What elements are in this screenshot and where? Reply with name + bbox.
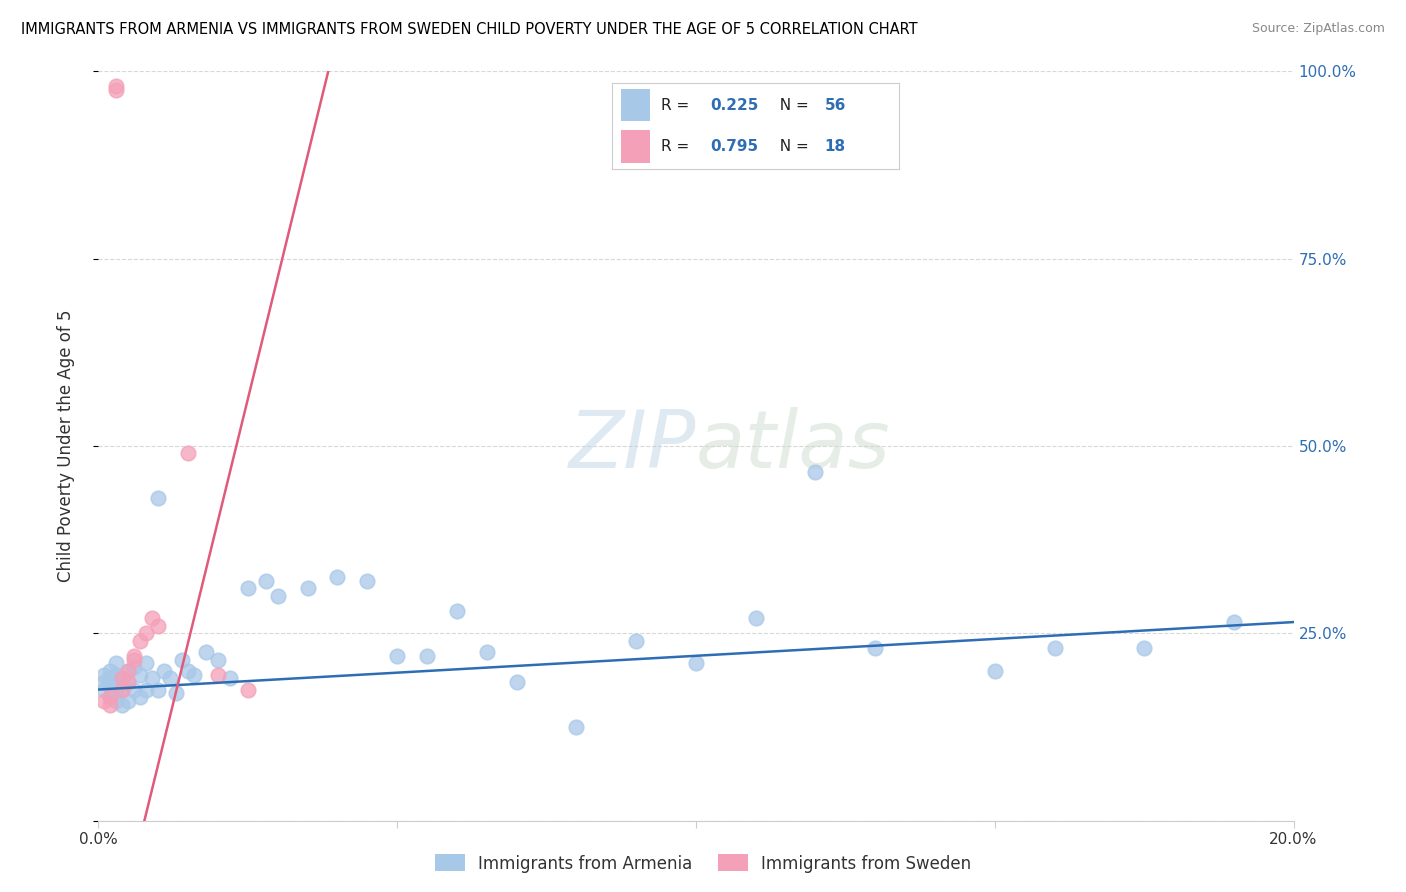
Point xyxy=(1223,615,1246,629)
Point xyxy=(124,682,146,697)
Point xyxy=(105,83,128,97)
Text: ZIP: ZIP xyxy=(568,407,696,485)
Point xyxy=(804,465,827,479)
Point xyxy=(236,582,259,596)
Point xyxy=(177,446,200,460)
Point xyxy=(267,589,290,603)
Point xyxy=(129,667,152,681)
Point xyxy=(416,648,439,663)
Point xyxy=(93,694,115,708)
Point xyxy=(626,633,648,648)
Point xyxy=(98,679,122,693)
Point xyxy=(219,671,242,685)
Point xyxy=(111,682,134,697)
Point xyxy=(356,574,378,588)
Legend: Immigrants from Armenia, Immigrants from Sweden: Immigrants from Armenia, Immigrants from… xyxy=(429,847,977,880)
Point xyxy=(165,686,187,700)
Point xyxy=(506,675,529,690)
Point xyxy=(207,667,229,681)
Point xyxy=(117,664,139,678)
Point xyxy=(141,671,163,685)
Point xyxy=(1043,641,1066,656)
Point xyxy=(111,671,134,685)
Point xyxy=(177,664,200,678)
Point xyxy=(865,641,887,656)
Point xyxy=(129,633,152,648)
Text: atlas: atlas xyxy=(696,407,891,485)
Point xyxy=(141,611,163,625)
Point xyxy=(685,657,707,671)
Point xyxy=(111,682,134,697)
Point xyxy=(159,671,181,685)
Point xyxy=(124,652,146,666)
Point xyxy=(117,664,139,678)
Point xyxy=(117,675,139,690)
Point xyxy=(105,694,128,708)
Point xyxy=(98,671,122,685)
Point xyxy=(1133,641,1156,656)
Point xyxy=(124,660,146,674)
Point xyxy=(105,682,128,697)
Text: IMMIGRANTS FROM ARMENIA VS IMMIGRANTS FROM SWEDEN CHILD POVERTY UNDER THE AGE OF: IMMIGRANTS FROM ARMENIA VS IMMIGRANTS FR… xyxy=(21,22,918,37)
Point xyxy=(93,682,115,697)
Point xyxy=(254,574,277,588)
Point xyxy=(117,675,139,690)
Point xyxy=(129,690,152,704)
Point xyxy=(183,667,205,681)
Point xyxy=(105,657,128,671)
Point xyxy=(93,667,115,681)
Point xyxy=(446,604,468,618)
Point xyxy=(135,657,157,671)
Point xyxy=(105,79,128,94)
Point xyxy=(124,648,146,663)
Point xyxy=(236,682,259,697)
Point xyxy=(98,690,122,704)
Point xyxy=(105,667,128,681)
Point xyxy=(148,619,170,633)
Point xyxy=(135,626,157,640)
Point xyxy=(475,645,498,659)
Point xyxy=(111,671,134,685)
Point xyxy=(207,652,229,666)
Point xyxy=(565,720,588,734)
Point xyxy=(93,675,115,690)
Point xyxy=(385,648,409,663)
Point xyxy=(135,682,157,697)
Point xyxy=(98,664,122,678)
Point xyxy=(117,694,139,708)
Text: Source: ZipAtlas.com: Source: ZipAtlas.com xyxy=(1251,22,1385,36)
Point xyxy=(148,491,170,506)
Point xyxy=(98,690,122,704)
Point xyxy=(195,645,218,659)
Point xyxy=(326,570,349,584)
Point xyxy=(745,611,768,625)
Point xyxy=(984,664,1007,678)
Point xyxy=(111,698,134,712)
Point xyxy=(153,664,176,678)
Point xyxy=(98,698,122,712)
Point xyxy=(148,682,170,697)
Point xyxy=(297,582,319,596)
Y-axis label: Child Poverty Under the Age of 5: Child Poverty Under the Age of 5 xyxy=(56,310,75,582)
Point xyxy=(172,652,194,666)
